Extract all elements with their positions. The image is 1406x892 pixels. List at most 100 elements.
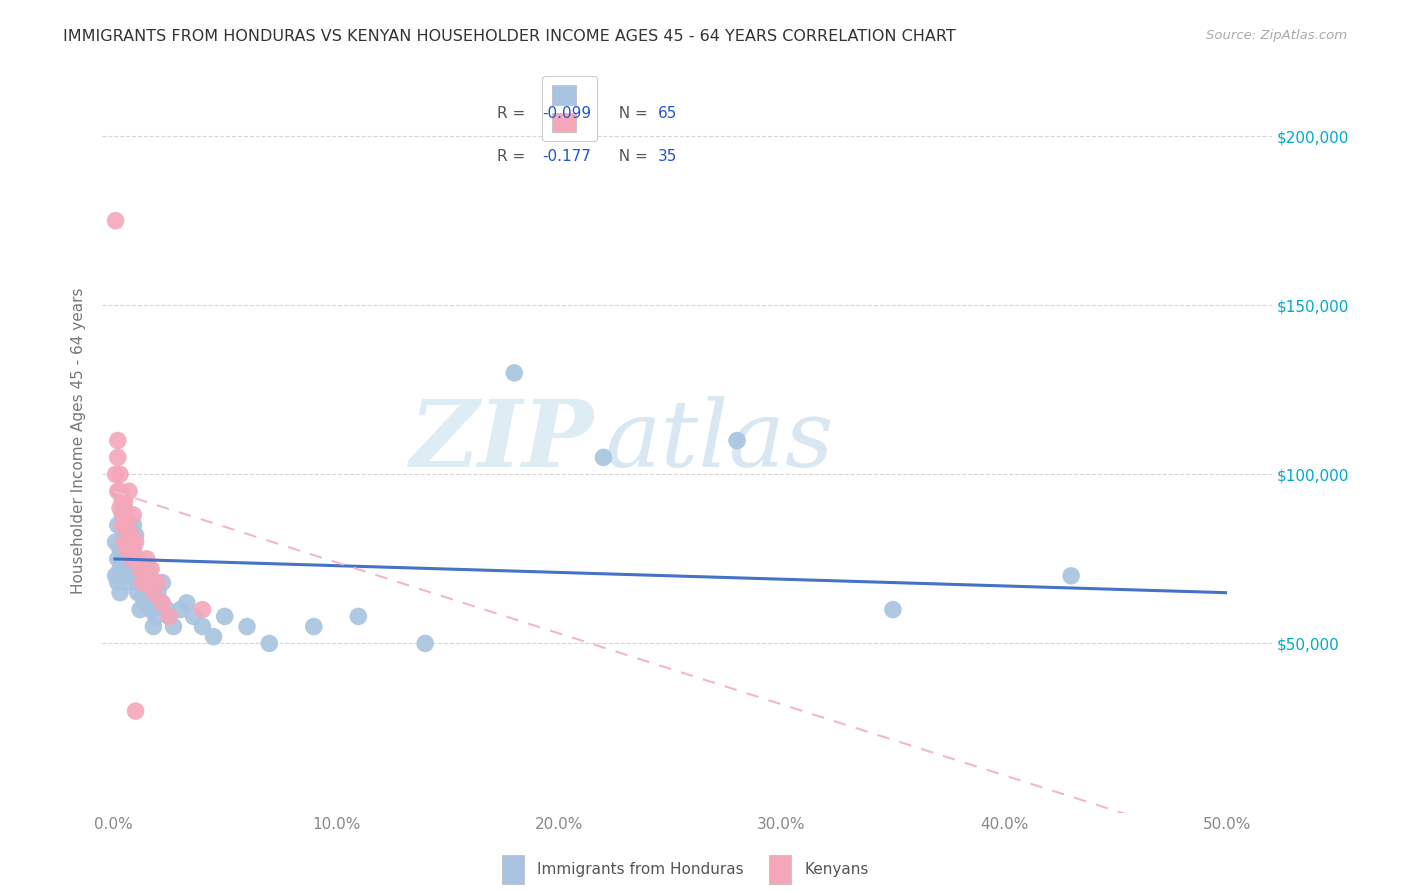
Point bbox=[108, 467, 131, 482]
Point bbox=[104, 467, 127, 482]
Point bbox=[111, 555, 134, 569]
Text: R =: R = bbox=[498, 106, 530, 120]
Point bbox=[156, 602, 179, 616]
Text: -0.099: -0.099 bbox=[541, 106, 591, 120]
Point bbox=[134, 569, 156, 583]
Point bbox=[183, 609, 205, 624]
Point bbox=[259, 636, 281, 650]
Point bbox=[114, 494, 136, 508]
Point bbox=[503, 366, 526, 380]
Point bbox=[120, 528, 142, 542]
Point bbox=[111, 518, 134, 533]
Legend: , : , bbox=[543, 76, 598, 142]
Point bbox=[135, 575, 157, 590]
Point bbox=[138, 575, 160, 590]
Point bbox=[118, 558, 141, 573]
Point bbox=[108, 501, 131, 516]
Point bbox=[115, 549, 138, 563]
Text: IMMIGRANTS FROM HONDURAS VS KENYAN HOUSEHOLDER INCOME AGES 45 - 64 YEARS CORRELA: IMMIGRANTS FROM HONDURAS VS KENYAN HOUSE… bbox=[63, 29, 956, 44]
Point bbox=[347, 609, 370, 624]
Text: Kenyans: Kenyans bbox=[804, 863, 869, 877]
Point bbox=[107, 434, 129, 448]
Point bbox=[127, 575, 149, 590]
Point bbox=[236, 619, 259, 633]
Point bbox=[118, 538, 141, 552]
Point bbox=[120, 552, 142, 566]
Text: Immigrants from Honduras: Immigrants from Honduras bbox=[537, 863, 744, 877]
Point bbox=[141, 602, 163, 616]
Point bbox=[157, 609, 180, 624]
Text: 65: 65 bbox=[658, 106, 678, 120]
Point bbox=[114, 545, 136, 559]
Point bbox=[135, 552, 157, 566]
Point bbox=[302, 619, 325, 633]
Point bbox=[122, 541, 145, 556]
Point bbox=[120, 535, 142, 549]
Point bbox=[131, 575, 153, 590]
Point bbox=[115, 528, 138, 542]
Text: -0.177: -0.177 bbox=[541, 149, 591, 164]
Point bbox=[124, 569, 146, 583]
Point bbox=[191, 619, 214, 633]
Point bbox=[882, 602, 904, 616]
Point bbox=[129, 562, 152, 576]
Point bbox=[138, 562, 160, 576]
Point bbox=[124, 535, 146, 549]
Point bbox=[134, 569, 156, 583]
Point bbox=[214, 609, 236, 624]
Point bbox=[169, 602, 191, 616]
Point bbox=[108, 484, 131, 499]
Point bbox=[145, 609, 167, 624]
Point bbox=[124, 704, 146, 718]
Point bbox=[111, 508, 134, 522]
Point bbox=[107, 450, 129, 465]
Point bbox=[108, 541, 131, 556]
Point bbox=[107, 484, 129, 499]
Point bbox=[108, 562, 131, 576]
Point bbox=[122, 508, 145, 522]
Text: N =: N = bbox=[609, 106, 652, 120]
Point bbox=[104, 535, 127, 549]
Point bbox=[135, 585, 157, 599]
Point bbox=[114, 501, 136, 516]
Point bbox=[142, 619, 165, 633]
Text: atlas: atlas bbox=[605, 395, 835, 485]
Text: N =: N = bbox=[609, 149, 652, 164]
Point bbox=[141, 562, 163, 576]
Point bbox=[162, 619, 184, 633]
Point bbox=[413, 636, 436, 650]
Point bbox=[107, 575, 129, 590]
Point bbox=[127, 585, 149, 599]
Point bbox=[122, 541, 145, 556]
Point bbox=[114, 524, 136, 539]
Y-axis label: Householder Income Ages 45 - 64 years: Householder Income Ages 45 - 64 years bbox=[72, 287, 86, 594]
Text: ZIP: ZIP bbox=[409, 395, 593, 485]
Point bbox=[122, 518, 145, 533]
Point bbox=[108, 585, 131, 599]
Text: R =: R = bbox=[498, 149, 530, 164]
Point bbox=[120, 562, 142, 576]
Point bbox=[191, 602, 214, 616]
Point bbox=[124, 528, 146, 542]
Point bbox=[725, 434, 748, 448]
Point bbox=[149, 596, 172, 610]
Point bbox=[142, 585, 165, 599]
Point bbox=[118, 518, 141, 533]
Point bbox=[146, 585, 169, 599]
Point bbox=[107, 518, 129, 533]
Point bbox=[176, 596, 198, 610]
Point bbox=[150, 596, 173, 610]
Point bbox=[134, 596, 156, 610]
Point bbox=[114, 535, 136, 549]
Point bbox=[115, 575, 138, 590]
Point bbox=[111, 535, 134, 549]
Text: Source: ZipAtlas.com: Source: ZipAtlas.com bbox=[1206, 29, 1347, 42]
Point bbox=[114, 569, 136, 583]
Point bbox=[1060, 569, 1083, 583]
Point bbox=[111, 494, 134, 508]
Point bbox=[114, 508, 136, 522]
Point bbox=[202, 630, 225, 644]
Point bbox=[592, 450, 614, 465]
Point bbox=[104, 213, 127, 227]
Point bbox=[146, 575, 169, 590]
